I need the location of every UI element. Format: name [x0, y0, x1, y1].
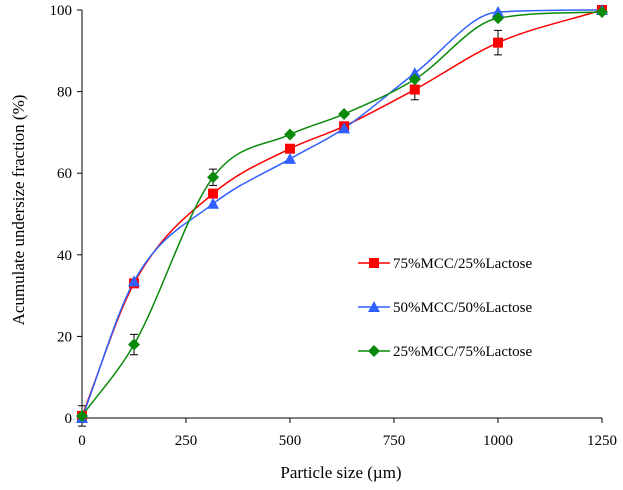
x-axis-title: Particle size (µm)	[280, 463, 401, 482]
data-point	[207, 197, 220, 209]
data-point	[493, 37, 503, 48]
legend: 75%MCC/25%Lactose 50%MCC/50%Lactose 25%MCC…	[358, 256, 532, 360]
data-point	[76, 409, 88, 422]
y-tick-label: 40	[57, 248, 72, 264]
axes: 0 250 500 750 1000 1250 0 20 40 60 80 100	[50, 3, 618, 449]
legend-marker	[368, 301, 380, 312]
data-point	[492, 6, 504, 18]
data-point	[208, 188, 219, 199]
error-bars	[78, 29, 502, 427]
legend-label: 75%MCC/25%Lactose	[393, 256, 532, 272]
legend-label: 25%MCC/75%Lactose	[393, 344, 532, 360]
data-point	[596, 6, 608, 19]
y-axis-title: Acumulate undersize fraction (%)	[9, 95, 28, 326]
data-point	[285, 143, 295, 154]
x-tick-label: 250	[175, 433, 198, 449]
legend-marker	[368, 345, 380, 357]
y-tick-label: 100	[50, 3, 73, 19]
x-tick-label: 0	[78, 433, 86, 449]
data-point	[284, 128, 296, 141]
data-point	[128, 338, 140, 351]
data-point	[338, 108, 351, 121]
series-markers	[76, 4, 608, 423]
data-point	[338, 122, 351, 134]
y-tick-label: 0	[65, 411, 73, 427]
data-point	[409, 84, 420, 95]
x-tick-label: 750	[383, 433, 406, 449]
legend-marker	[369, 258, 379, 268]
data-point	[492, 12, 504, 25]
y-tick-label: 20	[57, 329, 72, 345]
y-tick-label: 60	[57, 166, 72, 182]
data-point	[128, 275, 140, 287]
x-tick-label: 1250	[587, 433, 617, 449]
data-point	[207, 171, 220, 184]
legend-label: 50%MCC/50%Lactose	[393, 300, 532, 316]
data-point	[284, 152, 296, 164]
x-tick-label: 500	[279, 433, 302, 449]
data-point	[408, 73, 421, 86]
data-point	[408, 67, 421, 79]
y-tick-label: 80	[57, 85, 72, 101]
x-tick-label: 1000	[483, 433, 513, 449]
